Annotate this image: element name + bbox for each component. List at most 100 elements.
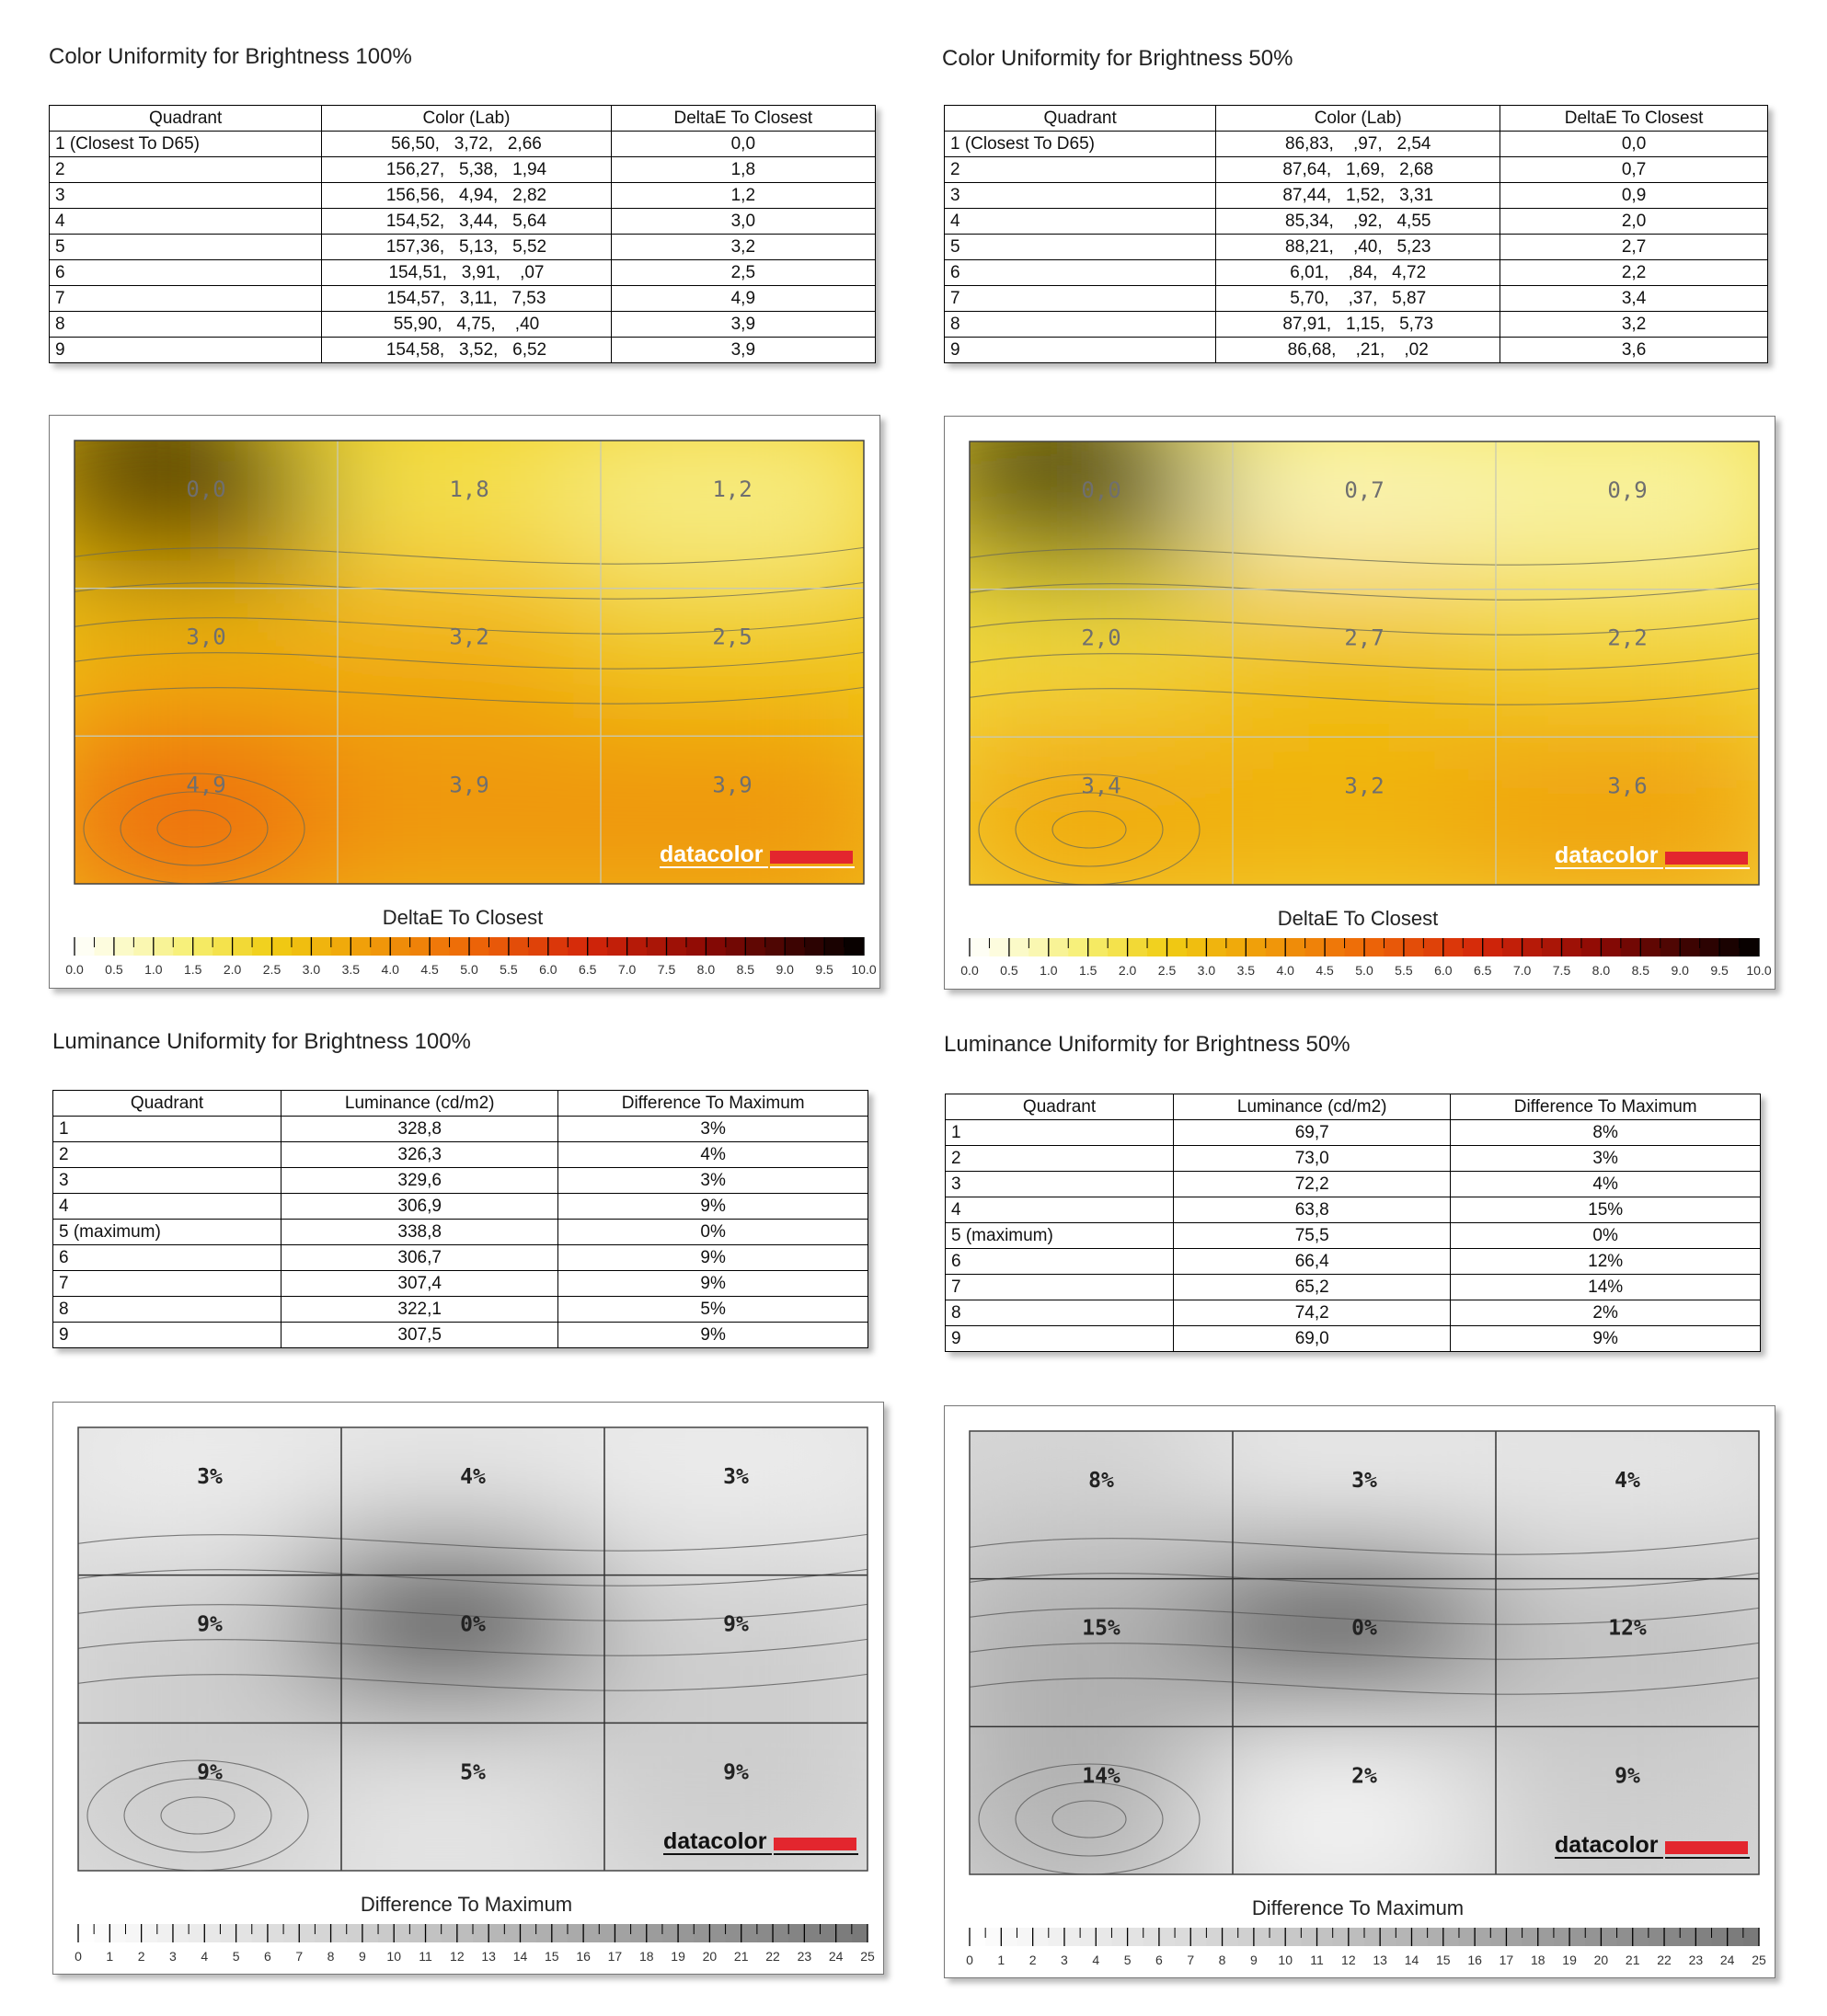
- colorbar: [969, 938, 1760, 956]
- table-cell: 154,51, 3,91, ,07: [321, 259, 612, 286]
- table-cell: 307,5: [281, 1322, 559, 1348]
- section-title-luminance-100: Luminance Uniformity for Brightness 100%: [52, 1029, 471, 1054]
- colorbar-tick-label: 5.0: [1355, 963, 1373, 978]
- heatmap-cell: [1468, 709, 1759, 885]
- table-cell: 6: [944, 1248, 1175, 1275]
- colorbar-tick-label: 2.5: [263, 962, 282, 977]
- colorbar-tick-label: 1.0: [144, 962, 163, 977]
- colorbar-tick-label: 0.5: [1000, 963, 1018, 978]
- colorbar-tick-label: 23: [798, 1949, 812, 1964]
- table-cell: 0%: [1450, 1222, 1761, 1249]
- table-cell: 3%: [557, 1116, 868, 1142]
- table-cell: 3,2: [1500, 311, 1768, 338]
- table-cell: 3: [48, 182, 323, 209]
- colorbar-tick-label: 3.5: [1237, 963, 1256, 978]
- colorbar-tick-label: 3.0: [1198, 963, 1216, 978]
- column-header: Luminance (cd/m2): [1173, 1094, 1452, 1120]
- cell-value-label: 8%: [1088, 1469, 1114, 1493]
- colorbar-tick-label: 7.0: [618, 962, 637, 977]
- heatmap-svg: 8% 3% 4% 15% 0% 12% 14% 2% 9% datacolor Difference…: [966, 1430, 1766, 1967]
- colorbar: [969, 1928, 1760, 1946]
- table-cell: 5: [943, 234, 1217, 260]
- colorbar-tick-label: 5: [233, 1949, 240, 1964]
- colorbar-tick-label: 14: [1405, 1953, 1419, 1967]
- cell-value-label: 0,0: [1081, 477, 1120, 503]
- table-cell: 7: [943, 285, 1217, 312]
- colorbar-tick-label: 7.5: [658, 962, 676, 977]
- cell-value-label: 4%: [460, 1465, 486, 1489]
- luminance-uniformity-100-table: Quadrant Luminance (cd/m2) Difference To M…: [52, 1090, 868, 1348]
- table-cell: 9: [48, 337, 323, 363]
- cell-value-label: 3%: [723, 1465, 749, 1489]
- table-row: 6 66,4 12%: [944, 1248, 1761, 1275]
- table-row: 6 306,7 9%: [52, 1244, 868, 1271]
- contour-lines: [78, 1533, 868, 1871]
- table-cell: 2: [52, 1141, 282, 1168]
- table-cell: 3: [944, 1171, 1175, 1197]
- deltae-chart-100: 0,0 1,8 1,2 3,0 3,2 2,5 4,9 3,9 3,9 datacolor Delt…: [49, 415, 880, 989]
- table-cell: 65,2: [1173, 1274, 1452, 1300]
- table-cell: 8%: [1450, 1119, 1761, 1146]
- colorbar-tick-label: 13: [1373, 1953, 1387, 1967]
- table-cell: 156,56, 4,94, 2,82: [321, 182, 612, 209]
- svg-text:datacolor: datacolor: [663, 1828, 767, 1854]
- colorbar-tick-label: 9.0: [776, 962, 794, 977]
- table-row: 8 74,2 2%: [944, 1300, 1761, 1326]
- svg-text:datacolor: datacolor: [660, 842, 764, 867]
- table-cell: 9%: [557, 1322, 868, 1348]
- table-row: 6 154,51, 3,91, ,07 2,5: [48, 259, 877, 286]
- contour-lines: [75, 546, 864, 884]
- datacolor-logo: datacolor: [1555, 1832, 1750, 1859]
- colorbar-tick-label: 12: [450, 1949, 465, 1964]
- column-header: Difference To Maximum: [557, 1090, 868, 1117]
- table-cell: 338,8: [281, 1219, 559, 1245]
- colorbar-tick-label: 7.5: [1553, 963, 1571, 978]
- table-cell: 3: [943, 182, 1217, 209]
- colorbar-tick-label: 9: [359, 1949, 366, 1964]
- colorbar-tick-label: 3: [169, 1949, 177, 1964]
- colorbar-tick-label: 20: [703, 1949, 718, 1964]
- table-cell: 88,21, ,40, 5,23: [1215, 234, 1501, 260]
- heatmap-cell: [573, 708, 864, 884]
- table-cell: 87,91, 1,15, 5,73: [1215, 311, 1501, 338]
- table-row: 9 307,5 9%: [52, 1322, 868, 1348]
- cell-value-label: 3,9: [449, 772, 488, 797]
- colorbar-tick-label: 15: [1436, 1953, 1451, 1967]
- table-cell: 154,58, 3,52, 6,52: [321, 337, 612, 363]
- table-cell: 3,0: [610, 208, 877, 235]
- colorbar-tick-label: 8.5: [1632, 963, 1650, 978]
- table-cell: 2: [944, 1145, 1175, 1172]
- section-title-luminance-50: Luminance Uniformity for Brightness 50%: [944, 1032, 1350, 1057]
- table-cell: 55,90, 4,75, ,40: [321, 311, 612, 338]
- table-cell: 4: [943, 208, 1217, 235]
- table-cell: 3,6: [1500, 337, 1768, 363]
- colorbar-tick-label: 5.5: [500, 962, 518, 977]
- colorbar-title: DeltaE To Closest: [1278, 907, 1438, 930]
- colorbar-tick-label: 22: [1657, 1953, 1672, 1967]
- table-cell: 3,2: [610, 234, 877, 260]
- table-row: 4 154,52, 3,44, 5,64 3,0: [48, 208, 877, 235]
- cell-value-label: 1,8: [449, 476, 488, 502]
- colorbar-tick-label: 8.0: [697, 962, 716, 977]
- colorbar-tick-label: 4: [1092, 1953, 1099, 1967]
- colorbar-tick-label: 8.0: [1592, 963, 1611, 978]
- table-cell: 5 (maximum): [52, 1219, 282, 1245]
- table-row: 3 329,6 3%: [52, 1167, 868, 1194]
- quadrant-grid: [78, 1427, 868, 1871]
- colorbar-tick-label: 0: [966, 1953, 973, 1967]
- table-cell: 2,5: [610, 259, 877, 286]
- cell-value-label: 0,0: [186, 476, 225, 502]
- table-cell: 306,9: [281, 1193, 559, 1220]
- colorbar-tick-label: 0: [75, 1949, 82, 1964]
- section-title-color-50: Color Uniformity for Brightness 50%: [942, 46, 1293, 71]
- table-cell: 0,9: [1500, 182, 1768, 209]
- column-header: Quadrant: [943, 105, 1217, 132]
- table-cell: 74,2: [1173, 1300, 1452, 1326]
- colorbar-tick-label: 11: [419, 1949, 432, 1964]
- table-row: 4 63,8 15%: [944, 1197, 1761, 1223]
- colorbar-tick-label: 2.0: [1119, 963, 1137, 978]
- cell-value-label: 2,2: [1607, 625, 1647, 651]
- table-cell: 2: [943, 156, 1217, 183]
- colorbar-tick-label: 15: [545, 1949, 559, 1964]
- colorbar-tick-label: 10.0: [1746, 963, 1771, 978]
